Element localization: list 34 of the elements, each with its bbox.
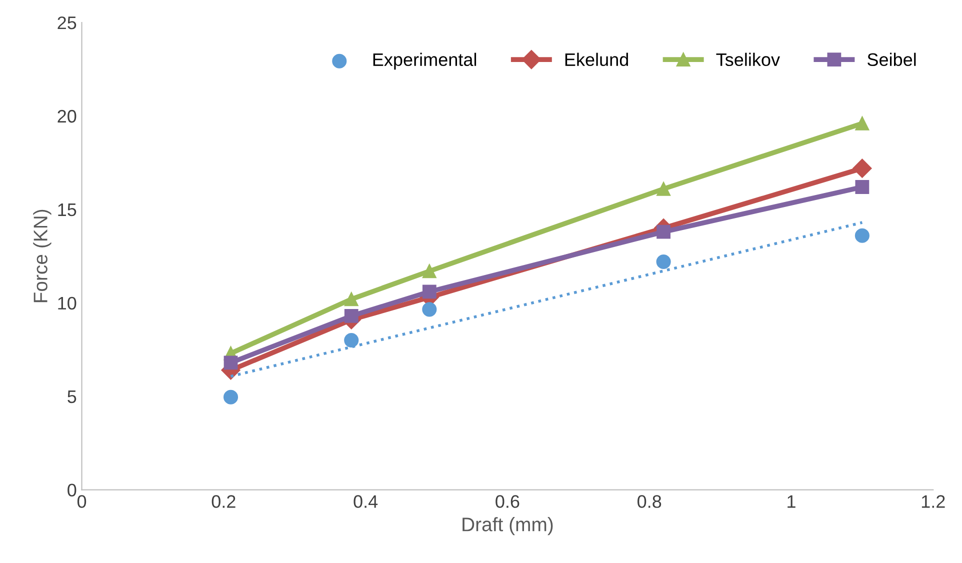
point: [224, 356, 238, 370]
point: [656, 224, 670, 239]
legend-label: Ekelund: [565, 52, 628, 66]
legend-label: Seibel: [868, 52, 916, 66]
y-tick-label: 20: [58, 110, 76, 123]
x-tick-label: 0: [77, 495, 86, 508]
y-tick-label: 5: [68, 390, 76, 404]
y-tick-label: 0: [68, 484, 76, 497]
point: [344, 332, 359, 348]
point: [422, 264, 436, 278]
x-tick-label: 0.2: [212, 495, 236, 508]
x-axis-title: Draft (mm): [462, 517, 553, 536]
x-tick-label: 1.2: [922, 495, 945, 508]
point: [422, 302, 437, 317]
legend-label: Experimental: [373, 52, 476, 70]
point: [852, 158, 872, 178]
y-tick-label: 10: [58, 296, 76, 310]
x-tick-label: 0.6: [496, 495, 520, 508]
point: [344, 292, 358, 306]
y-axis-title: Force (KN): [33, 210, 52, 302]
y-tick-label: 25: [58, 16, 76, 30]
point: [422, 284, 436, 299]
point: [656, 254, 671, 270]
point: [854, 228, 870, 243]
x-tick-label: 0.8: [638, 495, 662, 508]
point: [656, 182, 670, 196]
y-tick-label: 15: [58, 204, 76, 216]
x-tick-label: 1: [788, 495, 796, 508]
point: [855, 180, 870, 194]
point: [344, 309, 358, 323]
x-tick-label: 0.4: [354, 495, 378, 508]
legend-label: Tselikov: [716, 52, 780, 66]
point: [223, 390, 238, 404]
point: [855, 116, 870, 130]
